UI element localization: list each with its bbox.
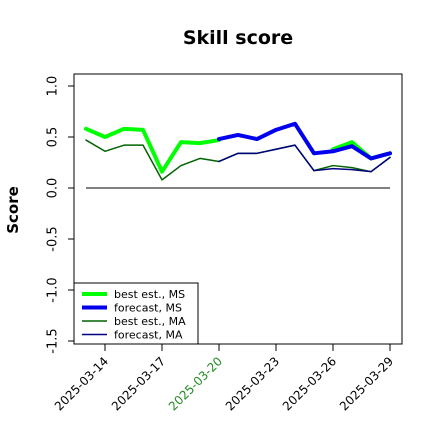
chart-title: Skill score — [183, 27, 293, 49]
x-tick-label: 2025-03-29 — [337, 354, 396, 413]
x-tick-label: 2025-03-23 — [223, 354, 282, 413]
y-tick-label: -1.0 — [46, 277, 61, 302]
series-line-1 — [84, 126, 221, 174]
y-axis-label: Score — [4, 186, 22, 234]
legend-label: best est., MS — [114, 288, 185, 301]
y-axis: -1.5 -1.0 -0.5 0.0 0.5 1.0 — [46, 76, 74, 354]
y-tick-label: 0.5 — [46, 127, 61, 148]
legend-label: forecast, MA — [114, 329, 183, 342]
x-tick-label: 2025-03-20 — [166, 354, 225, 413]
series-line-4 — [218, 144, 391, 173]
series-line-2 — [217, 121, 392, 161]
y-tick-label: 0.0 — [46, 178, 61, 199]
legend-label: forecast, MS — [114, 302, 182, 315]
y-tick-label: 1.0 — [46, 76, 61, 97]
x-tick-label: 2025-03-14 — [52, 354, 111, 413]
legend-label: best est., MA — [114, 315, 186, 328]
y-tick-label: -0.5 — [46, 226, 61, 251]
x-tick-label: 2025-03-17 — [109, 354, 168, 413]
plot-frame — [73, 73, 403, 345]
x-axis: 2025-03-142025-03-172025-03-202025-03-23… — [52, 344, 396, 413]
series-layer — [84, 121, 392, 181]
x-tick-label: 2025-03-26 — [280, 354, 339, 413]
y-tick-label: -1.5 — [46, 328, 61, 353]
